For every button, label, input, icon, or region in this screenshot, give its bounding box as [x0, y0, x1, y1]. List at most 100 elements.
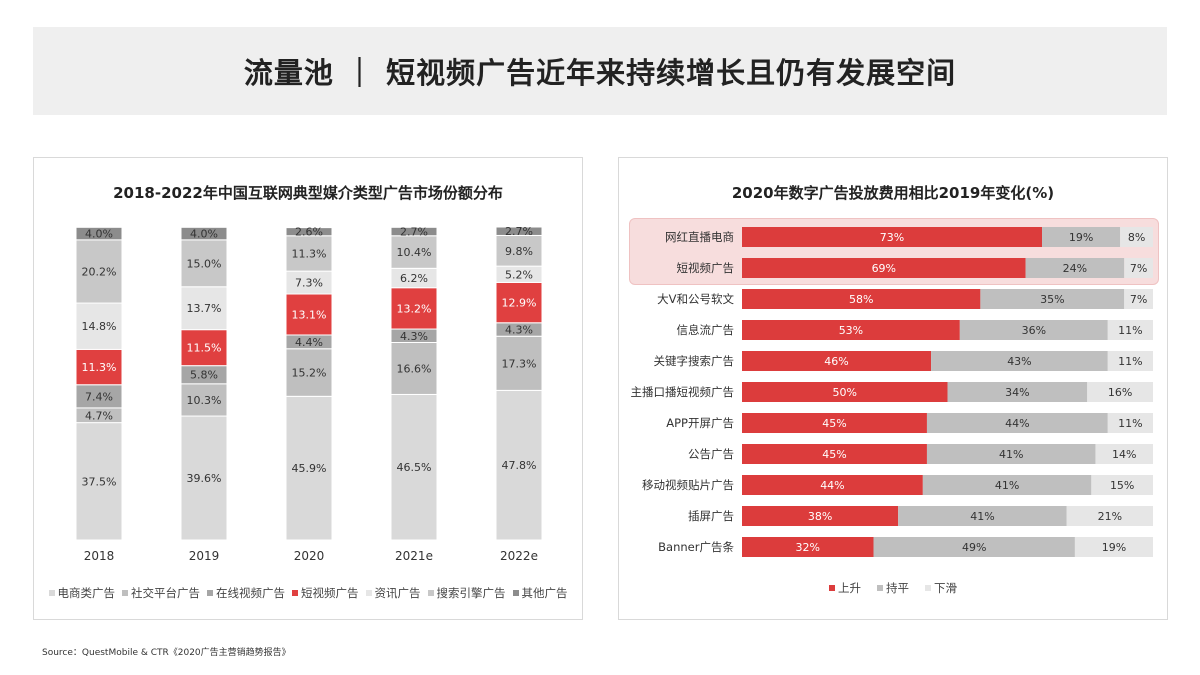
left-legend-label: 资讯广告: [374, 586, 421, 600]
left-data-label: 4.0%: [190, 228, 218, 241]
right-bar-segment: [926, 413, 1108, 433]
page-title: 流量池 ｜ 短视频广告近年来持续增长且仍有发展空间: [243, 56, 957, 90]
right-data-label: 58%: [849, 293, 873, 306]
right-bar-segment: [1087, 382, 1153, 402]
right-data-label: 45%: [822, 417, 846, 430]
right-bar-segment: [742, 506, 899, 526]
right-category-label: 插屏广告: [688, 509, 734, 523]
right-chart-panel: 2020年数字广告投放费用相比2019年变化(%) 网红直播电商 73% 19% 8%…: [618, 157, 1168, 620]
right-data-label: 41%: [970, 510, 994, 523]
right-data-label: 34%: [1005, 386, 1029, 399]
right-data-label: 49%: [962, 541, 986, 554]
left-data-label: 15.2%: [292, 367, 327, 380]
right-bar-segment: [742, 382, 948, 402]
left-data-label: 16.6%: [397, 362, 432, 375]
left-legend-label: 社交平台广告: [131, 586, 200, 600]
left-legend-swatch: [207, 590, 213, 596]
left-data-label: 5.8%: [190, 369, 218, 382]
right-bar-segment: [1120, 227, 1153, 247]
left-data-label: 4.7%: [85, 409, 113, 422]
left-legend-item: 短视频广告: [292, 585, 359, 601]
left-data-label: 4.4%: [295, 336, 323, 349]
left-bar-segment: [180, 286, 228, 331]
left-data-label: 11.3%: [82, 361, 117, 374]
right-bar-segment: [742, 444, 927, 464]
right-data-label: 14%: [1112, 448, 1136, 461]
right-legend-item: 持平: [877, 580, 909, 596]
left-bar-segment: [285, 227, 333, 237]
right-category-label: Banner广告条: [658, 540, 734, 554]
left-bar-segment: [75, 348, 123, 386]
right-legend-swatch: [877, 585, 883, 591]
right-legend-label: 持平: [886, 581, 909, 595]
left-bar-segment: [75, 226, 123, 241]
right-category-label: 关键字搜索广告: [654, 354, 735, 368]
right-data-label: 19%: [1102, 541, 1126, 554]
left-legend-swatch: [512, 590, 519, 596]
right-bar-segment: [1107, 413, 1153, 433]
left-data-label: 39.6%: [187, 472, 222, 485]
source-note: Source：QuestMobile & CTR《2020广告主营销趋势报告》: [42, 648, 291, 658]
right-legend-swatch: [925, 585, 931, 591]
left-data-label: 4.3%: [400, 330, 428, 343]
right-bar-segment: [1124, 258, 1153, 278]
right-data-label: 8%: [1128, 231, 1145, 244]
left-legend-item: 在线视频广告: [207, 585, 285, 601]
left-bar-segment: [285, 348, 333, 397]
right-data-label: 16%: [1108, 386, 1132, 399]
left-data-label: 4.0%: [85, 228, 113, 241]
left-data-label: 46.5%: [397, 461, 432, 474]
right-data-label: 11%: [1118, 355, 1142, 368]
left-data-label: 13.7%: [187, 302, 222, 315]
left-bar-segment: [75, 422, 123, 541]
left-legend-label: 搜索引擎广告: [436, 586, 506, 600]
right-bar-segment: [742, 475, 923, 495]
left-data-label: 2.6%: [295, 226, 323, 239]
left-x-tick-label: 2021e: [395, 549, 433, 563]
right-category-label: APP开屏广告: [666, 416, 734, 430]
left-legend-item: 资讯广告: [365, 585, 421, 601]
left-bar-segment: [495, 234, 543, 267]
right-bar-segment: [1066, 506, 1153, 526]
right-data-label: 41%: [995, 479, 1019, 492]
left-data-label: 2.7%: [505, 225, 533, 238]
left-data-label: 12.9%: [502, 297, 537, 310]
right-bar-segment: [922, 475, 1092, 495]
right-bar-segment: [1025, 258, 1125, 278]
left-chart-title: 2018-2022年中国互联网典型媒介类型广告市场份额分布: [113, 184, 503, 202]
left-bar-segment: [180, 383, 228, 417]
left-data-label: 4.3%: [505, 324, 533, 337]
left-data-label: 10.3%: [187, 394, 222, 407]
left-data-label: 45.9%: [292, 462, 327, 475]
left-legend-item: 电商类广告: [48, 585, 115, 601]
right-data-label: 19%: [1069, 231, 1093, 244]
right-legend-item: 上升: [829, 580, 861, 596]
left-chart-panel: 2018-2022年中国互联网典型媒介类型广告市场份额分布 37.5% 4.7% 7…: [33, 157, 583, 620]
left-bar-segment: [180, 415, 228, 541]
right-category-label: 信息流广告: [677, 323, 735, 337]
right-legend-label: 下滑: [934, 581, 957, 595]
right-bar-segment: [742, 537, 874, 557]
right-data-label: 41%: [999, 448, 1023, 461]
left-data-label: 5.2%: [505, 268, 533, 281]
right-bar-segment: [980, 289, 1125, 309]
left-data-label: 17.3%: [502, 357, 537, 370]
left-data-label: 11.5%: [187, 342, 222, 355]
left-chart-legend: 电商类广告 社交平台广告 在线视频广告 短视频广告 资讯广告 搜索引擎广告 其他广告: [34, 585, 582, 601]
left-bar-segment: [180, 329, 228, 367]
right-chart-legend: 上升 持平 下滑: [619, 580, 1167, 596]
right-chart-plot: 网红直播电商 73% 19% 8% 短视频广告 69% 24% 7% 大V和公号软文 58% 35%…: [631, 227, 1153, 557]
left-bar-segment: [180, 226, 228, 241]
left-data-label: 7.3%: [295, 277, 323, 290]
right-data-label: 35%: [1040, 293, 1064, 306]
left-chart-plot: 37.5% 4.7% 7.4% 11.3% 14.8% 20.2% 4.0% 2018 39.6…: [75, 225, 543, 563]
right-category-label: 大V和公号软文: [657, 292, 734, 306]
right-bar-segment: [959, 320, 1108, 340]
right-data-label: 38%: [808, 510, 832, 523]
right-category-label: 网红直播电商: [665, 230, 734, 244]
right-bar-segment: [1095, 444, 1153, 464]
right-category-label: 短视频广告: [677, 261, 735, 275]
right-category-label: 公告广告: [688, 447, 734, 461]
left-legend-swatch: [365, 590, 372, 596]
right-bar-segment: [742, 227, 1043, 247]
